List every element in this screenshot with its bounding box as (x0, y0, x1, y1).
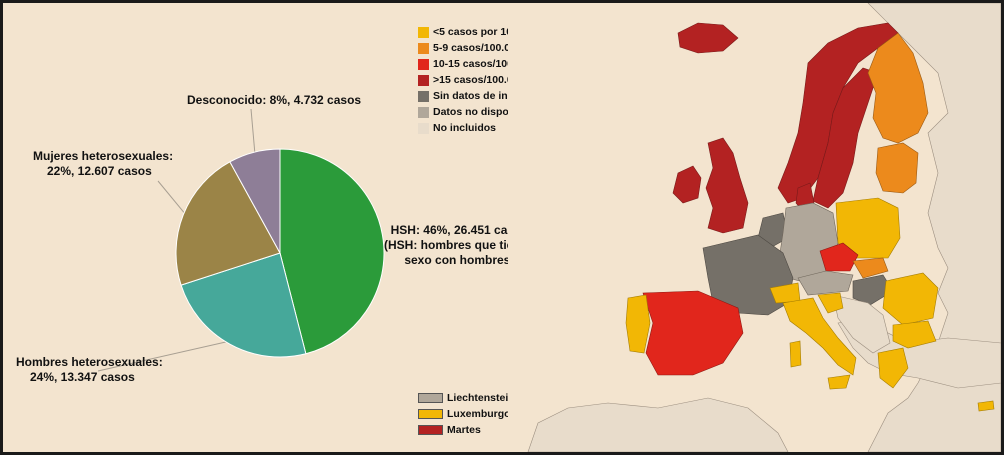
map-italy (782, 297, 857, 376)
legend-label-5-9: 5-9 casos/100.000 (433, 42, 522, 54)
small-country-label-liechtenstein: Liechtenstein (447, 392, 515, 404)
label-hombres: Hombres heterosexuales: 24%, 13.347 caso… (16, 355, 163, 385)
legend-item-gt15: >15 casos/100.000 (418, 72, 623, 88)
legend-swatch-10-15 (418, 58, 429, 70)
map-finland (867, 32, 929, 144)
small-country-swatch-liechtenstein (418, 393, 443, 403)
label-hsh: HSH: 46%, 26.451 casos (HSH: hombres que… (384, 223, 535, 268)
map-austria (797, 270, 854, 296)
label-hsh-line-1: HSH: 46%, 26.451 casos (390, 223, 529, 237)
legend-item-no-incluidos: No incluidos (418, 120, 623, 136)
legend-label-no-incluidos: No incluidos (433, 122, 496, 134)
small-countries-legend: Liechtenstein Luxemburgo Martes (418, 390, 515, 438)
map-bulgaria (892, 320, 937, 349)
legend-swatch-no-disponibles (418, 106, 429, 118)
label-mujeres-line-1: Mujeres heterosexuales: (33, 149, 174, 163)
label-mujeres-line-2: 22%, 12.607 casos (47, 164, 152, 178)
map-portugal (625, 294, 651, 354)
map-land-not-included-africa (527, 397, 789, 452)
pie-slice-hsh (279, 148, 385, 355)
legend-item-5-9: 5-9 casos/100.000 (418, 40, 623, 56)
small-country-label-martes: Martes (447, 424, 481, 436)
small-country-label-luxemburgo: Luxemburgo (447, 408, 511, 420)
map-croatia (817, 292, 844, 314)
connector-desconocido (250, 108, 256, 157)
label-hsh-line-3: sexo con hombres) (404, 253, 515, 267)
europe-map (508, 3, 1001, 452)
small-country-swatch-martes (418, 425, 443, 435)
map-iceland (677, 22, 739, 54)
map-sicily (827, 374, 851, 390)
legend-label-gt15: >15 casos/100.000 (433, 74, 525, 86)
label-desconocido-line-1: Desconocido: 8%, 4.732 casos (187, 93, 362, 107)
small-country-martes: Martes (418, 422, 515, 438)
map-slovakia (852, 257, 889, 279)
map-spain (642, 290, 744, 376)
label-mujeres: Mujeres heterosexuales: 22%, 12.607 caso… (33, 149, 173, 179)
legend-swatch-gt15 (418, 74, 429, 86)
legend-swatch-sin-datos (418, 90, 429, 102)
pie-slice-mujeres (175, 161, 281, 286)
map-france (702, 234, 794, 316)
connector-hombres (97, 340, 232, 372)
map-baltics (875, 142, 919, 194)
label-hombres-line-1: Hombres heterosexuales: (16, 355, 163, 369)
small-country-liechtenstein: Liechtenstein (418, 390, 515, 406)
small-country-luxemburgo: Luxemburgo (418, 406, 515, 422)
legend-swatch-5-9 (418, 42, 429, 54)
figure-frame: Desconocido: 8%, 4.732 casos Mujeres het… (3, 3, 1001, 452)
map-west-balkans (832, 294, 891, 354)
pie-slices (175, 148, 385, 358)
label-desconocido: Desconocido: 8%, 4.732 casos (187, 93, 361, 108)
map-hungary (852, 274, 894, 306)
label-connectors (97, 108, 256, 372)
legend-swatch-lt5 (418, 26, 429, 38)
small-country-swatch-luxemburgo (418, 409, 443, 419)
label-hsh-line-2: (HSH: hombres que tienen (384, 238, 535, 252)
pie-chart (97, 108, 385, 372)
map-greece (877, 347, 909, 389)
map-sardinia (789, 340, 802, 368)
map-cyprus (977, 400, 995, 412)
map-ireland (672, 165, 702, 204)
pie-slice-desconocido (229, 148, 281, 254)
pie-slice-hombres (180, 252, 307, 358)
legend-swatch-no-incluidos (418, 122, 429, 134)
map-benelux (757, 212, 789, 249)
map-romania (882, 272, 939, 326)
map-uk (705, 137, 749, 234)
connector-mujeres (157, 180, 188, 217)
label-hombres-line-2: 24%, 13.347 casos (30, 370, 135, 384)
